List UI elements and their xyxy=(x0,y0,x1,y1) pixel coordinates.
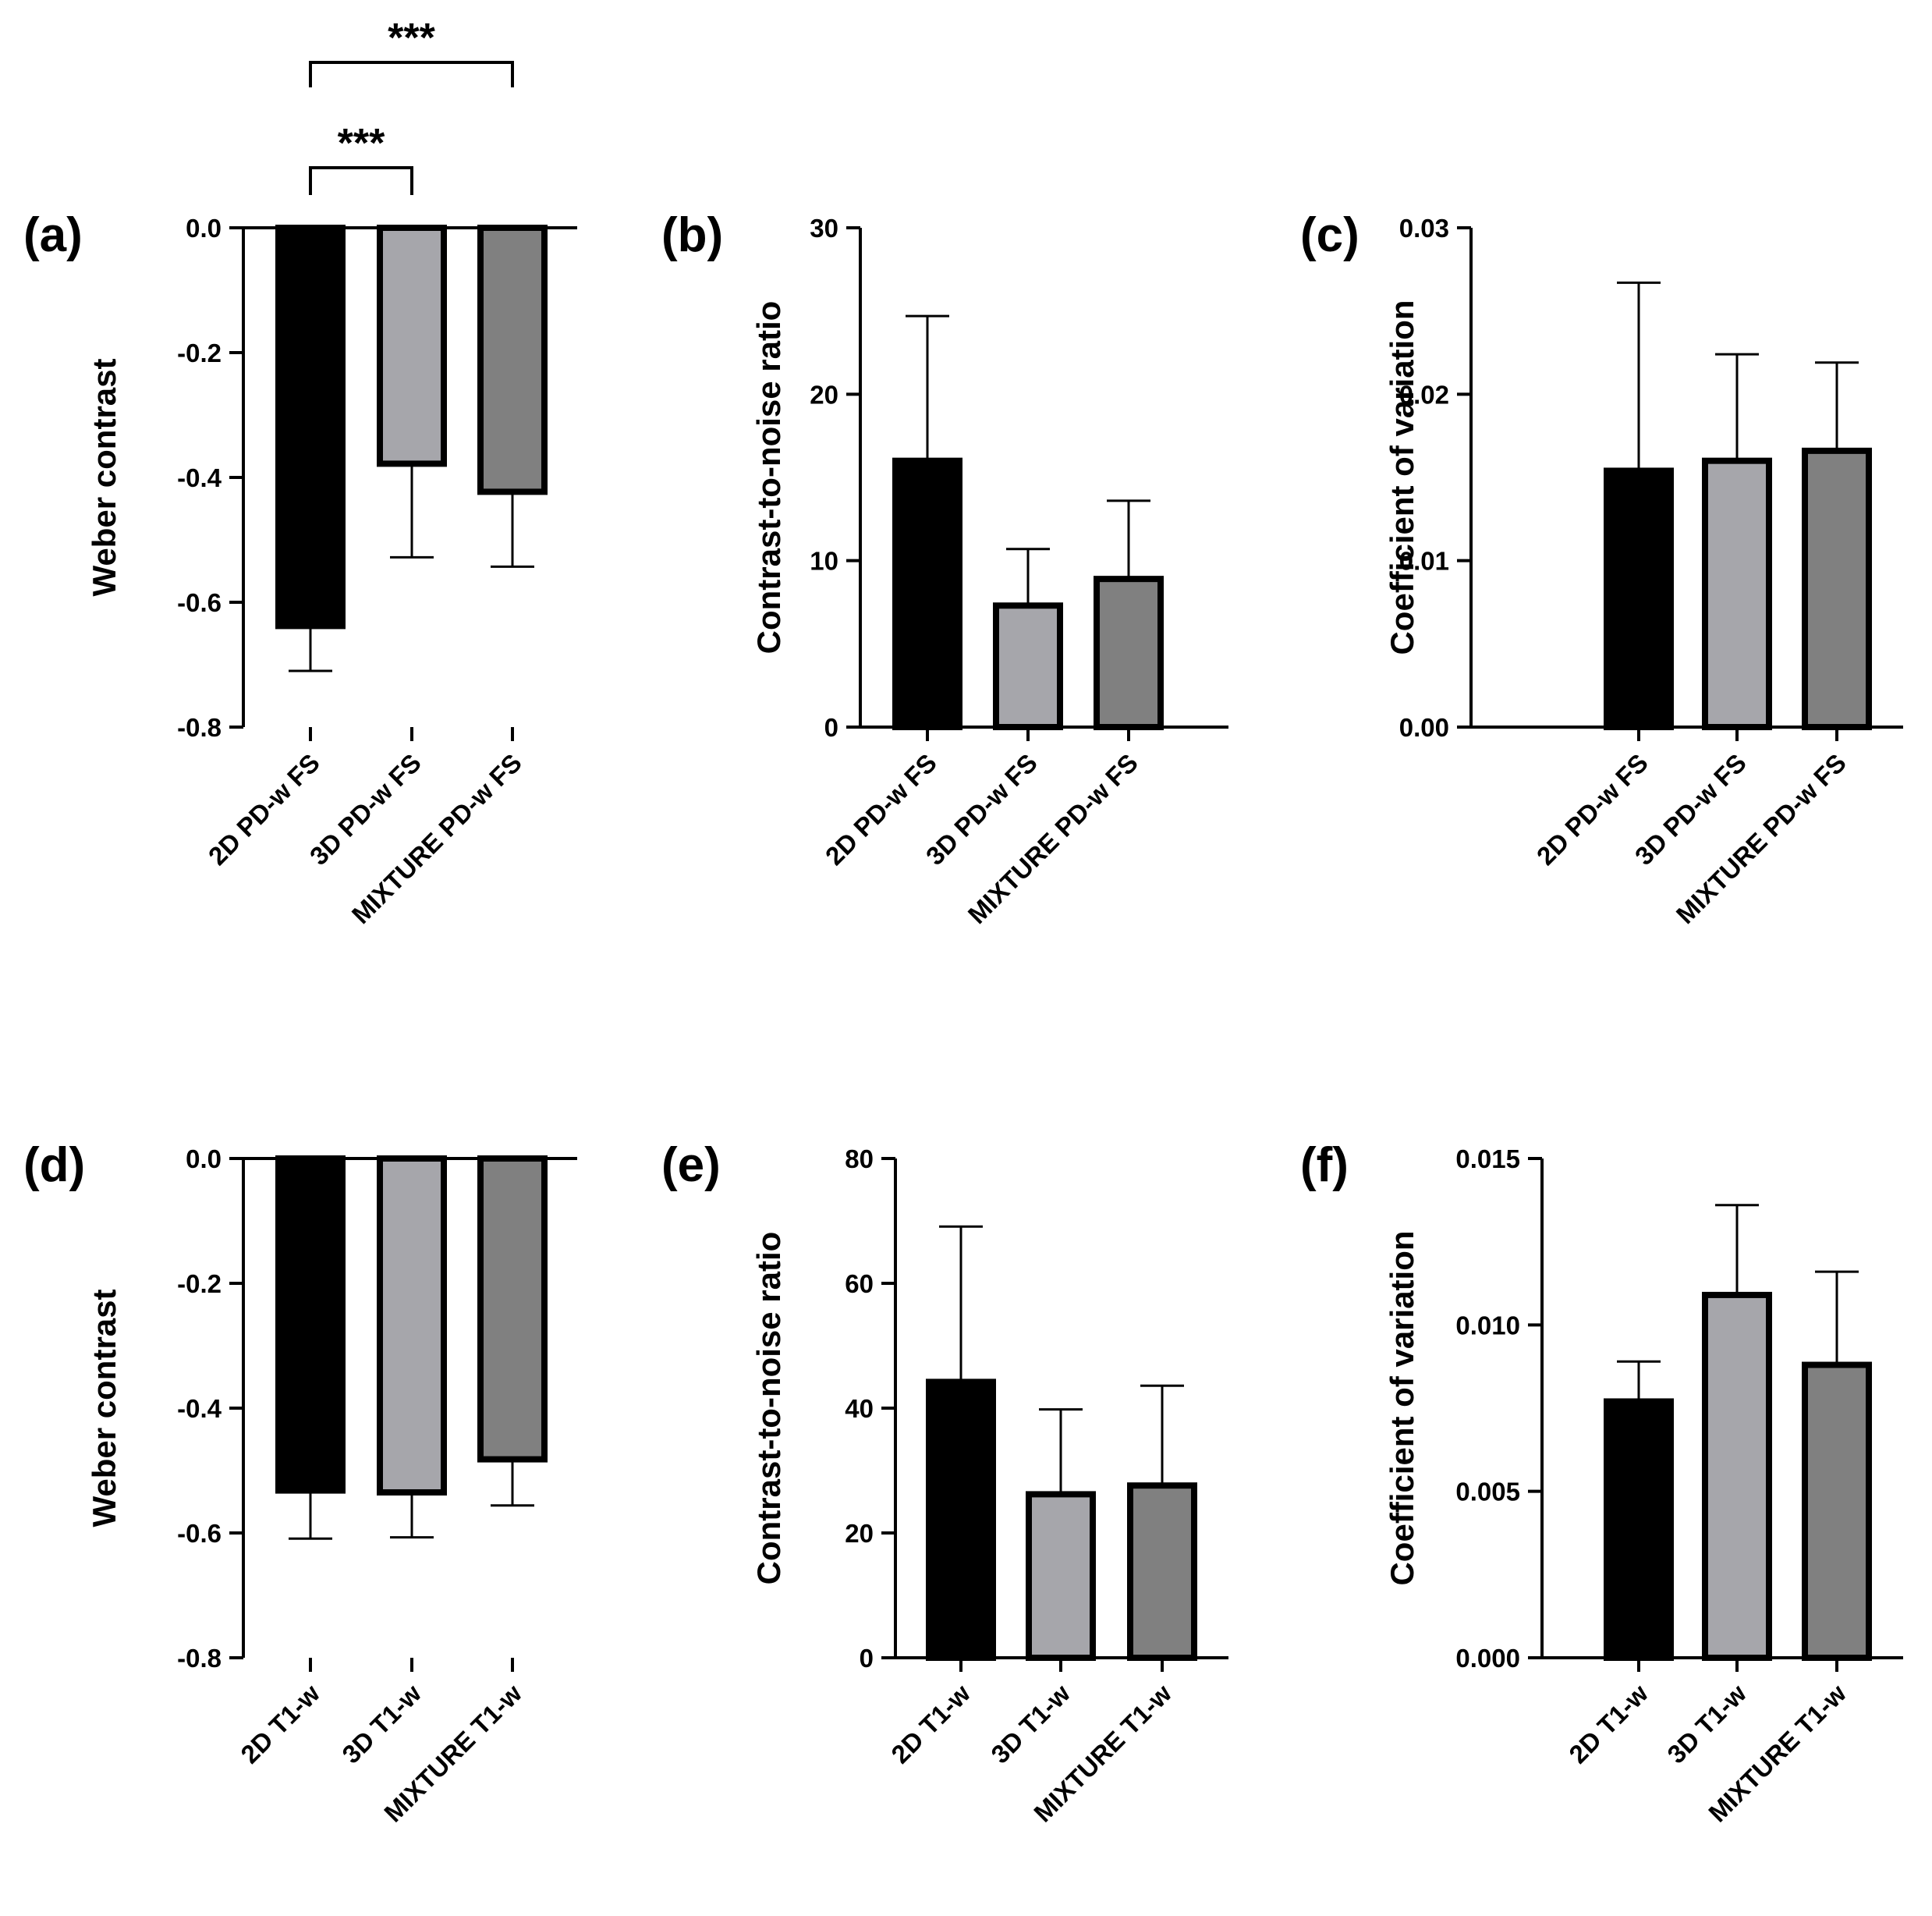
bar xyxy=(377,225,447,467)
panel-label: (b) xyxy=(661,208,723,262)
significance-label: *** xyxy=(338,121,385,166)
y-tick-label: 60 xyxy=(845,1269,874,1298)
bar xyxy=(377,1155,447,1496)
panel-label: (d) xyxy=(23,1138,85,1192)
y-tick-label: 30 xyxy=(810,214,838,243)
x-tick-label: 2D T1-w xyxy=(885,1679,976,1769)
x-tick-label: 3D T1-w xyxy=(985,1679,1076,1769)
y-tick-label: -0.6 xyxy=(177,588,222,617)
bar xyxy=(1604,1398,1674,1661)
y-axis-title: Coefficient of variation xyxy=(1384,1230,1420,1585)
y-tick-label: 40 xyxy=(845,1394,874,1423)
y-tick-label: -0.6 xyxy=(177,1519,222,1548)
significance-bracket xyxy=(309,61,514,87)
panel-f: (f) Coefficient of variation 0.000 0.005 0.0… xyxy=(1300,1138,1903,1828)
bar xyxy=(1702,1291,1772,1662)
y-tick-label: 0.010 xyxy=(1455,1311,1520,1339)
panel-label: (a) xyxy=(23,208,83,262)
bar xyxy=(926,1378,996,1662)
bar xyxy=(275,225,346,630)
panel-label: (c) xyxy=(1300,208,1359,262)
bar xyxy=(275,1155,346,1494)
x-tick-label: MIXTURE PD-w FS xyxy=(346,748,527,929)
y-tick-label: 0.0 xyxy=(186,1144,222,1173)
y-tick-label: 0.01 xyxy=(1399,547,1449,576)
y-tick-label: 80 xyxy=(845,1144,874,1173)
y-tick-label: 0.0 xyxy=(186,214,222,243)
bar xyxy=(1026,1491,1096,1662)
panel-d: (d) Weber contrast 0.0 -0.2 -0.4 -0.6 -0.8 2D T… xyxy=(23,1138,577,1828)
y-tick-label: 10 xyxy=(810,547,838,576)
bar xyxy=(477,225,548,495)
y-tick-label: 0.02 xyxy=(1399,380,1449,409)
panel-e: (e) Contrast-to-noise ratio 0 20 40 60 80 2D T1… xyxy=(661,1138,1228,1828)
y-tick-label: -0.4 xyxy=(177,1394,222,1423)
y-tick-label: 0 xyxy=(824,713,838,742)
y-tick-label: 0.000 xyxy=(1455,1644,1520,1673)
panel-label: (e) xyxy=(661,1138,721,1192)
x-tick-label: MIXTURE PD-w FS xyxy=(962,748,1143,929)
bar xyxy=(892,457,962,731)
x-tick-label: 3D T1-w xyxy=(336,1679,427,1769)
bar xyxy=(993,602,1063,730)
y-tick-label: 0.00 xyxy=(1399,713,1449,742)
y-tick-label: -0.2 xyxy=(177,339,222,367)
bar xyxy=(1702,457,1772,731)
bar xyxy=(1802,1361,1872,1661)
y-axis-title: Contrast-to-noise ratio xyxy=(750,301,787,655)
y-axis-title: Contrast-to-noise ratio xyxy=(750,1232,787,1585)
significance-label: *** xyxy=(388,16,435,61)
significance-bracket xyxy=(309,166,413,195)
y-tick-label: 0.03 xyxy=(1399,214,1449,243)
x-tick-label: 3D T1-w xyxy=(1661,1679,1752,1769)
y-tick-label: 0 xyxy=(860,1644,874,1673)
bar xyxy=(1094,576,1164,731)
panel-c: (c) Coefficient of variation 0.00 0.01 0.02 0… xyxy=(1300,208,1903,929)
y-axis-title: Weber contrast xyxy=(86,1290,122,1527)
y-tick-label: -0.8 xyxy=(177,713,222,742)
y-tick-label: 0.005 xyxy=(1455,1478,1520,1506)
y-tick-label: -0.2 xyxy=(177,1269,222,1298)
x-tick-label: MIXTURE PD-w FS xyxy=(1671,748,1852,929)
panel-label: (f) xyxy=(1300,1138,1349,1192)
y-axis-title: Coefficient of variation xyxy=(1384,300,1420,655)
y-tick-label: -0.8 xyxy=(177,1644,222,1673)
bar xyxy=(1127,1482,1197,1661)
bar xyxy=(1604,467,1674,730)
x-tick-label: 2D T1-w xyxy=(235,1679,325,1769)
y-tick-label: 20 xyxy=(810,380,838,409)
y-tick-label: 0.015 xyxy=(1455,1144,1520,1173)
y-tick-label: 20 xyxy=(845,1519,874,1548)
y-axis-title: Weber contrast xyxy=(86,359,122,597)
bar xyxy=(1802,447,1872,730)
x-tick-label: 2D T1-w xyxy=(1563,1679,1654,1769)
y-tick-label: -0.4 xyxy=(177,463,222,492)
bar xyxy=(477,1155,548,1463)
